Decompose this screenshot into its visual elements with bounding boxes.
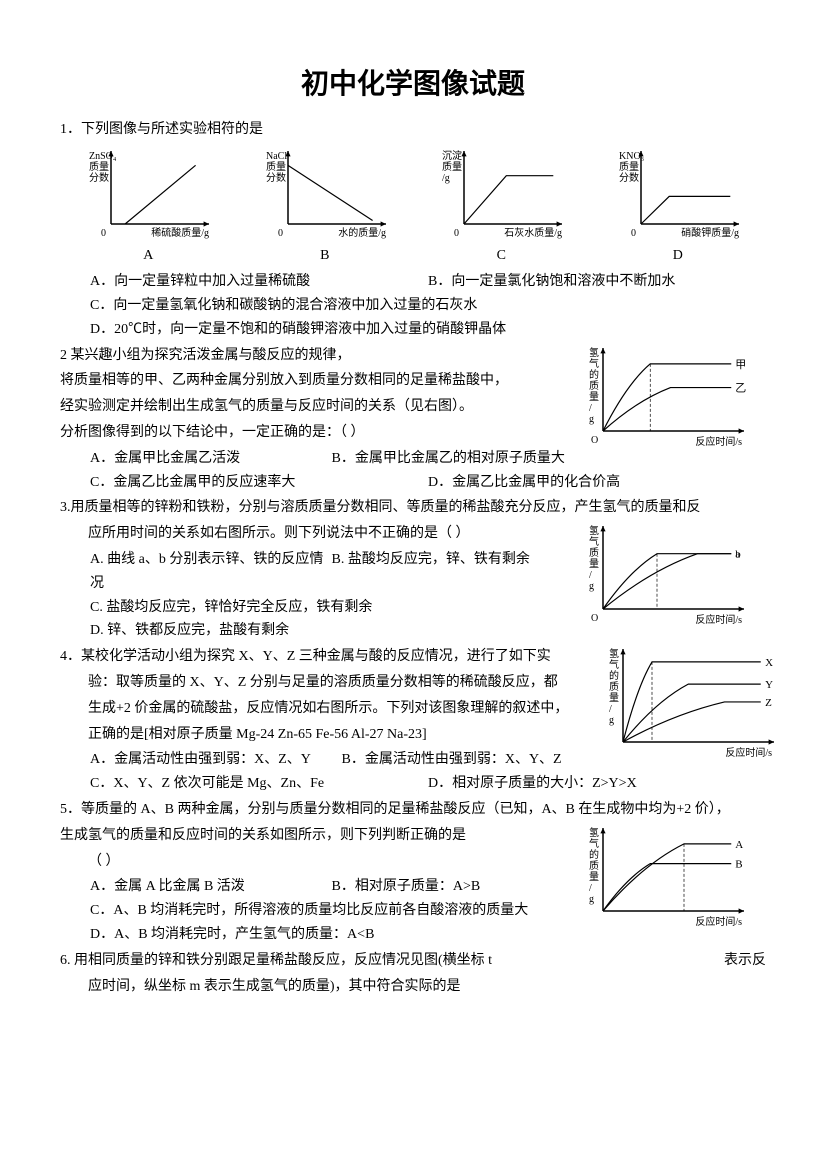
svg-text:质: 质 <box>589 547 599 559</box>
q1-opt-a: A．向一定量锌粒中加入过量稀硫酸 <box>90 270 428 294</box>
svg-text:O: O <box>591 613 598 624</box>
svg-text:量: 量 <box>589 391 599 403</box>
svg-text:质: 质 <box>589 380 599 392</box>
q1-opt-c: C．向一定量氢氧化钠和碳酸钠的混合溶液中加入过量的石灰水 <box>90 294 766 318</box>
svg-text:甲: 甲 <box>735 358 746 370</box>
svg-text:B: B <box>735 858 742 870</box>
svg-text:分数: 分数 <box>619 171 639 184</box>
svg-text:/: / <box>589 883 592 894</box>
svg-text:硝酸钾质量/g: 硝酸钾质量/g <box>681 226 739 239</box>
svg-text:Z: Z <box>765 697 772 709</box>
q3-opt-b: B. 盐酸均反应完，锌、铁有剩余 <box>332 548 574 596</box>
q1-charts: ZnSO₄质量分数 0 稀硫酸质量/g A NaCl质量分数 0 水的质量/g … <box>60 147 766 268</box>
svg-text:氢: 氢 <box>589 524 599 537</box>
svg-text:氢: 氢 <box>609 647 619 660</box>
svg-text:水的质量/g: 水的质量/g <box>338 226 386 239</box>
q4-chart: XYZ 氢气的质量/g 反应时间/s <box>603 645 796 769</box>
q3-stem-1: 3.用质量相等的锌粉和铁粉，分别与溶质质量分数相同、等质量的稀盐酸充分反应，产生… <box>60 496 766 520</box>
svg-text:KNO₃: KNO₃ <box>619 151 644 162</box>
q4-opt-b: B．金属活动性由强到弱：X、Y、Z <box>342 748 594 772</box>
q1-stem: 1．下列图像与所述实验相符的是 <box>60 118 766 142</box>
svg-text:反应时间/s: 反应时间/s <box>695 613 742 626</box>
svg-text:氢: 氢 <box>589 826 599 839</box>
svg-text:量: 量 <box>609 692 619 704</box>
svg-text:氢: 氢 <box>589 346 599 359</box>
svg-text:/: / <box>589 570 592 581</box>
svg-text:g: g <box>589 894 594 905</box>
svg-text:质: 质 <box>589 860 599 872</box>
svg-text:分数: 分数 <box>89 171 109 184</box>
svg-text:气: 气 <box>589 837 599 850</box>
q6-stem-1: 6. 用相同质量的锌和铁分别跟足量稀盐酸反应，反应情况见图(横坐标 t 表示反 <box>60 949 766 973</box>
svg-text:b: b <box>735 549 741 561</box>
q1-opt-b: B．向一定量氯化钠饱和溶液中不断加水 <box>428 270 766 294</box>
svg-text:/: / <box>609 704 612 715</box>
svg-text:/g: /g <box>442 173 450 184</box>
q1-chart-b: NaCl质量分数 0 水的质量/g B <box>260 147 390 268</box>
q2-opt-b: B．金属甲比金属乙的相对原子质量大 <box>332 447 574 471</box>
svg-text:气: 气 <box>589 535 599 548</box>
q1-chart-c: 沉淀质量/g 0 石灰水质量/g C <box>436 147 566 268</box>
svg-text:的: 的 <box>589 368 599 381</box>
svg-text:乙: 乙 <box>735 381 746 394</box>
svg-text:反应时间/s: 反应时间/s <box>695 435 742 448</box>
svg-text:0: 0 <box>278 228 283 239</box>
q3-chart: ab 氢气质量/g O 反应时间/s <box>583 522 766 636</box>
svg-text:量: 量 <box>589 558 599 570</box>
svg-text:反应时间/s: 反应时间/s <box>695 915 742 928</box>
svg-text:g: g <box>589 414 594 425</box>
svg-text:质量: 质量 <box>89 161 109 173</box>
svg-text:NaCl: NaCl <box>266 151 287 162</box>
page-title: 初中化学图像试题 <box>60 60 766 108</box>
svg-text:0: 0 <box>101 228 106 239</box>
q5-opt-a: A．金属 A 比金属 B 活泼 <box>90 875 332 899</box>
q5-opt-b: B．相对原子质量：A>B <box>332 875 574 899</box>
q3-opt-a: A. 曲线 a、b 分别表示锌、铁的反应情况 <box>90 548 332 596</box>
svg-text:气: 气 <box>589 357 599 370</box>
svg-text:ZnSO₄: ZnSO₄ <box>89 151 117 162</box>
q2-opt-a: A．金属甲比金属乙活泼 <box>90 447 332 471</box>
svg-text:质量: 质量 <box>266 161 286 173</box>
svg-text:g: g <box>589 581 594 592</box>
svg-text:A: A <box>735 839 743 851</box>
svg-text:0: 0 <box>454 228 459 239</box>
q6-stem-2: 应时间，纵坐标 m 表示生成氢气的质量)，其中符合实际的是 <box>60 975 766 999</box>
svg-text:质量: 质量 <box>442 161 462 173</box>
q2-chart: 甲乙 氢气的质量/g O 反应时间/s <box>583 344 766 458</box>
q1-chart-a: ZnSO₄质量分数 0 稀硫酸质量/g A <box>83 147 213 268</box>
q2-opt-d: D．金属乙比金属甲的化合价高 <box>428 471 766 495</box>
svg-text:g: g <box>609 715 614 726</box>
svg-text:反应时间/s: 反应时间/s <box>725 746 772 759</box>
svg-text:O: O <box>591 435 598 446</box>
svg-text:量: 量 <box>589 871 599 883</box>
svg-text:的: 的 <box>609 669 619 682</box>
svg-text:X: X <box>765 657 773 669</box>
svg-text:气: 气 <box>609 658 619 671</box>
svg-text:石灰水质量/g: 石灰水质量/g <box>504 226 562 239</box>
svg-text:Y: Y <box>765 679 773 691</box>
q1-chart-d: KNO₃质量分数 0 硝酸钾质量/g D <box>613 147 743 268</box>
q4-opt-c: C．X、Y、Z 依次可能是 Mg、Zn、Fe <box>90 772 428 796</box>
svg-text:的: 的 <box>589 848 599 861</box>
svg-text:0: 0 <box>631 228 636 239</box>
svg-text:/: / <box>589 403 592 414</box>
svg-text:质量: 质量 <box>619 161 639 173</box>
q2-opt-c: C．金属乙比金属甲的反应速率大 <box>90 471 428 495</box>
q4-opt-a: A．金属活动性由强到弱：X、Z、Y <box>90 748 342 772</box>
svg-text:稀硫酸质量/g: 稀硫酸质量/g <box>151 226 209 239</box>
q1-opt-d: D．20℃时，向一定量不饱和的硝酸钾溶液中加入过量的硝酸钾晶体 <box>90 318 766 342</box>
q5-chart: AB 氢气的质量/g 反应时间/s <box>583 824 766 938</box>
q4-opt-d: D．相对原子质量的大小：Z>Y>X <box>428 772 766 796</box>
svg-text:质: 质 <box>609 681 619 693</box>
q5-stem-1: 5．等质量的 A、B 两种金属，分别与质量分数相同的足量稀盐酸反应（已知，A、B… <box>60 798 766 822</box>
svg-text:沉淀: 沉淀 <box>442 149 462 162</box>
svg-text:分数: 分数 <box>266 171 286 184</box>
